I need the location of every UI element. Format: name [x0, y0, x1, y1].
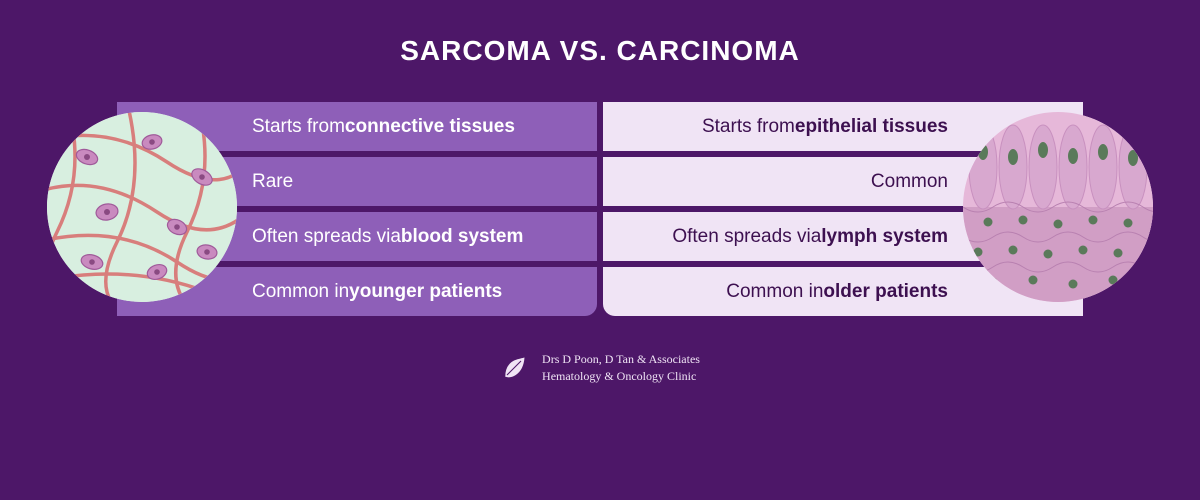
- carcinoma-column: Starts from epithelial tissues Common Of…: [603, 102, 1083, 316]
- footer-text: Drs D Poon, D Tan & Associates Hematolog…: [542, 351, 700, 385]
- comparison-table: Starts from connective tissues Rare Ofte…: [60, 102, 1140, 316]
- epithelial-tissue-illustration: [963, 112, 1153, 302]
- footer-line-1: Drs D Poon, D Tan & Associates: [542, 351, 700, 368]
- leaf-icon: [500, 354, 528, 382]
- page-title: SARCOMA VS. CARCINOMA: [400, 35, 800, 67]
- footer: Drs D Poon, D Tan & Associates Hematolog…: [500, 351, 700, 385]
- sarcoma-column: Starts from connective tissues Rare Ofte…: [117, 102, 597, 316]
- epithelial-tissue-icon: [963, 112, 1153, 302]
- connective-tissue-illustration: [47, 112, 237, 302]
- footer-line-2: Hematology & Oncology Clinic: [542, 368, 700, 385]
- connective-tissue-icon: [47, 112, 237, 302]
